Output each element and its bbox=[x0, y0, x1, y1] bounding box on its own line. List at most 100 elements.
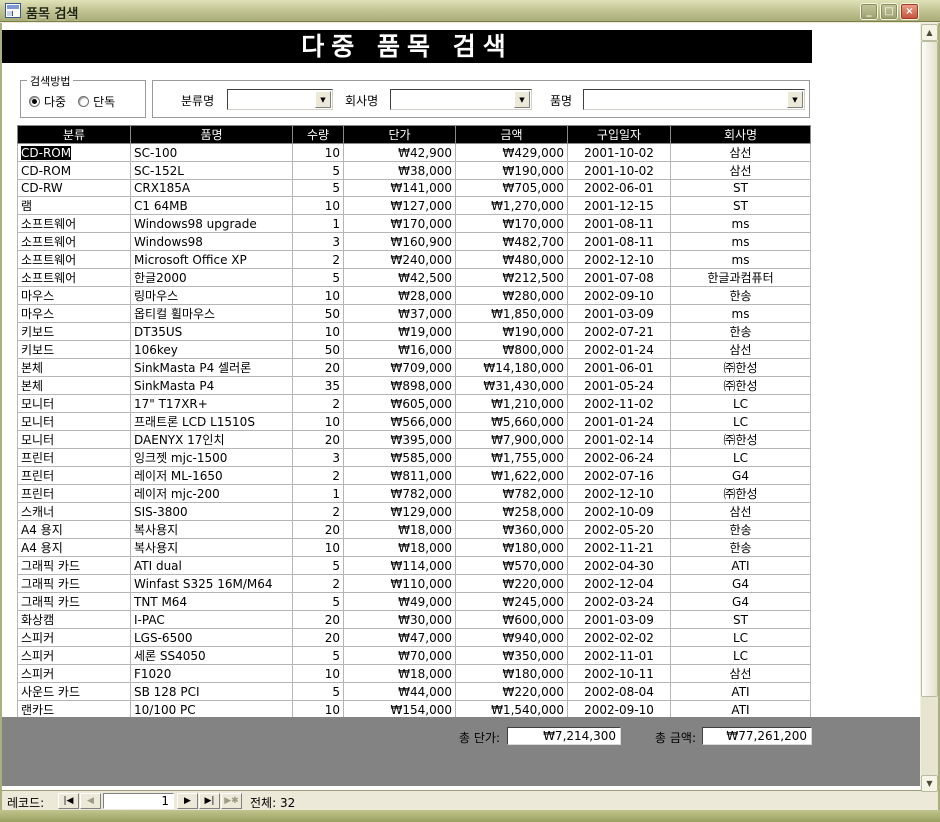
table-cell[interactable]: 10 bbox=[292, 412, 344, 431]
table-cell[interactable]: ₩600,000 bbox=[455, 610, 568, 629]
table-cell[interactable]: ₩180,000 bbox=[455, 538, 568, 557]
table-cell[interactable]: ₩44,000 bbox=[343, 682, 456, 701]
scroll-down-icon[interactable]: ▼ bbox=[921, 775, 938, 792]
table-cell[interactable]: ₩280,000 bbox=[455, 286, 568, 305]
table-cell[interactable]: ₩19,000 bbox=[343, 322, 456, 341]
last-record-button[interactable]: ▶| bbox=[199, 793, 220, 809]
table-cell[interactable]: ₩350,000 bbox=[455, 646, 568, 665]
table-cell[interactable]: 사운드 카드 bbox=[17, 682, 131, 701]
table-cell[interactable]: 화상캠 bbox=[17, 610, 131, 629]
table-cell[interactable]: 모니터 bbox=[17, 430, 131, 449]
chevron-down-icon[interactable]: ▼ bbox=[787, 91, 803, 108]
table-cell[interactable]: ST bbox=[670, 610, 811, 629]
table-cell[interactable]: ₩160,900 bbox=[343, 232, 456, 251]
close-icon[interactable]: × bbox=[900, 3, 919, 20]
table-cell[interactable]: 2002-11-02 bbox=[567, 394, 671, 413]
table-cell[interactable]: ₩16,000 bbox=[343, 340, 456, 359]
table-cell[interactable]: 프린터 bbox=[17, 448, 131, 467]
current-record-input[interactable]: 1 bbox=[103, 793, 174, 809]
table-cell[interactable]: DAENYX 17인치 bbox=[130, 430, 293, 449]
table-cell[interactable]: ㈜한성 bbox=[670, 376, 811, 395]
table-cell[interactable]: 프린터 bbox=[17, 484, 131, 503]
table-cell[interactable]: 모니터 bbox=[17, 394, 131, 413]
table-cell[interactable]: 5 bbox=[292, 179, 344, 197]
table-cell[interactable]: 한송 bbox=[670, 520, 811, 539]
table-cell[interactable]: 2002-06-24 bbox=[567, 448, 671, 467]
table-cell[interactable]: 2001-08-11 bbox=[567, 214, 671, 233]
table-cell[interactable]: 소프트웨어 bbox=[17, 268, 131, 287]
table-cell[interactable]: CD-ROM bbox=[17, 161, 131, 180]
col-header-date[interactable]: 구입일자 bbox=[567, 125, 671, 144]
table-cell[interactable]: 5 bbox=[292, 556, 344, 575]
table-cell[interactable]: ms bbox=[670, 304, 811, 323]
table-cell[interactable]: 2002-09-10 bbox=[567, 700, 671, 719]
table-cell[interactable]: 마우스 bbox=[17, 304, 131, 323]
table-cell[interactable]: 2002-01-24 bbox=[567, 340, 671, 359]
table-cell[interactable]: ₩220,000 bbox=[455, 574, 568, 593]
table-cell[interactable]: 소프트웨어 bbox=[17, 250, 131, 269]
table-cell[interactable]: 2002-03-24 bbox=[567, 592, 671, 611]
table-cell[interactable]: 2002-12-10 bbox=[567, 250, 671, 269]
table-cell[interactable]: 10/100 PC bbox=[130, 700, 293, 719]
table-cell[interactable]: F1020 bbox=[130, 664, 293, 683]
table-cell[interactable]: 1 bbox=[292, 484, 344, 503]
table-cell[interactable]: I-PAC bbox=[130, 610, 293, 629]
table-cell[interactable]: 스피커 bbox=[17, 628, 131, 647]
table-cell[interactable]: ₩705,000 bbox=[455, 179, 568, 197]
table-cell[interactable]: 20 bbox=[292, 520, 344, 539]
table-cell[interactable]: ₩18,000 bbox=[343, 520, 456, 539]
table-cell[interactable]: SC-100 bbox=[130, 143, 293, 162]
table-cell[interactable]: ATI bbox=[670, 556, 811, 575]
table-cell[interactable]: ₩429,000 bbox=[455, 143, 568, 162]
table-cell[interactable]: 2002-04-30 bbox=[567, 556, 671, 575]
table-cell[interactable]: SC-152L bbox=[130, 161, 293, 180]
table-cell[interactable]: 소프트웨어 bbox=[17, 232, 131, 251]
table-cell[interactable]: 2001-08-11 bbox=[567, 232, 671, 251]
table-cell[interactable]: 2002-11-21 bbox=[567, 538, 671, 557]
table-cell[interactable]: ₩480,000 bbox=[455, 250, 568, 269]
table-cell[interactable]: 레이저 ML-1650 bbox=[130, 466, 293, 485]
table-cell[interactable]: ₩42,900 bbox=[343, 143, 456, 162]
table-cell[interactable]: SinkMasta P4 bbox=[130, 376, 293, 395]
table-cell[interactable]: ₩1,755,000 bbox=[455, 448, 568, 467]
table-cell[interactable]: ₩28,000 bbox=[343, 286, 456, 305]
table-cell[interactable]: ₩1,540,000 bbox=[455, 700, 568, 719]
new-record-button[interactable]: ▶✱ bbox=[221, 793, 242, 809]
table-cell[interactable]: 106key bbox=[130, 340, 293, 359]
table-cell[interactable]: ₩395,000 bbox=[343, 430, 456, 449]
table-cell[interactable]: ₩709,000 bbox=[343, 358, 456, 377]
table-cell[interactable]: 2001-03-09 bbox=[567, 610, 671, 629]
table-cell[interactable]: 랜카드 bbox=[17, 700, 131, 719]
table-cell[interactable]: ₩129,000 bbox=[343, 502, 456, 521]
table-cell[interactable]: 2001-05-24 bbox=[567, 376, 671, 395]
table-cell[interactable]: 5 bbox=[292, 161, 344, 180]
table-cell[interactable]: ₩1,210,000 bbox=[455, 394, 568, 413]
table-cell[interactable]: ₩170,000 bbox=[455, 214, 568, 233]
table-cell[interactable]: 5 bbox=[292, 592, 344, 611]
table-cell[interactable]: 2 bbox=[292, 502, 344, 521]
table-cell[interactable]: 그래픽 카드 bbox=[17, 574, 131, 593]
table-cell[interactable]: ₩1,850,000 bbox=[455, 304, 568, 323]
table-cell[interactable]: 20 bbox=[292, 430, 344, 449]
table-cell[interactable]: 2001-10-02 bbox=[567, 143, 671, 162]
table-cell[interactable]: 50 bbox=[292, 340, 344, 359]
table-cell[interactable]: 20 bbox=[292, 358, 344, 377]
table-cell[interactable]: 그래픽 카드 bbox=[17, 592, 131, 611]
minimize-icon[interactable]: _ bbox=[860, 3, 878, 20]
col-header-qty[interactable]: 수량 bbox=[292, 125, 344, 144]
table-cell[interactable]: ATI bbox=[670, 682, 811, 701]
table-cell[interactable]: 스피커 bbox=[17, 646, 131, 665]
table-cell[interactable]: 2001-06-01 bbox=[567, 358, 671, 377]
col-header-unitprice[interactable]: 단가 bbox=[343, 125, 456, 144]
total-unitprice-value[interactable]: ₩7,214,300 bbox=[507, 727, 621, 745]
col-header-amount[interactable]: 금액 bbox=[455, 125, 568, 144]
table-cell[interactable]: ₩605,000 bbox=[343, 394, 456, 413]
table-cell[interactable]: 2001-12-15 bbox=[567, 196, 671, 215]
table-cell[interactable]: ₩127,000 bbox=[343, 196, 456, 215]
total-amount-value[interactable]: ₩77,261,200 bbox=[702, 727, 812, 745]
table-cell[interactable]: 옵티컬 휠마우스 bbox=[130, 304, 293, 323]
table-cell[interactable]: 2001-07-08 bbox=[567, 268, 671, 287]
col-header-company[interactable]: 회사명 bbox=[670, 125, 811, 144]
table-cell[interactable]: ₩190,000 bbox=[455, 322, 568, 341]
table-cell[interactable]: ₩220,000 bbox=[455, 682, 568, 701]
